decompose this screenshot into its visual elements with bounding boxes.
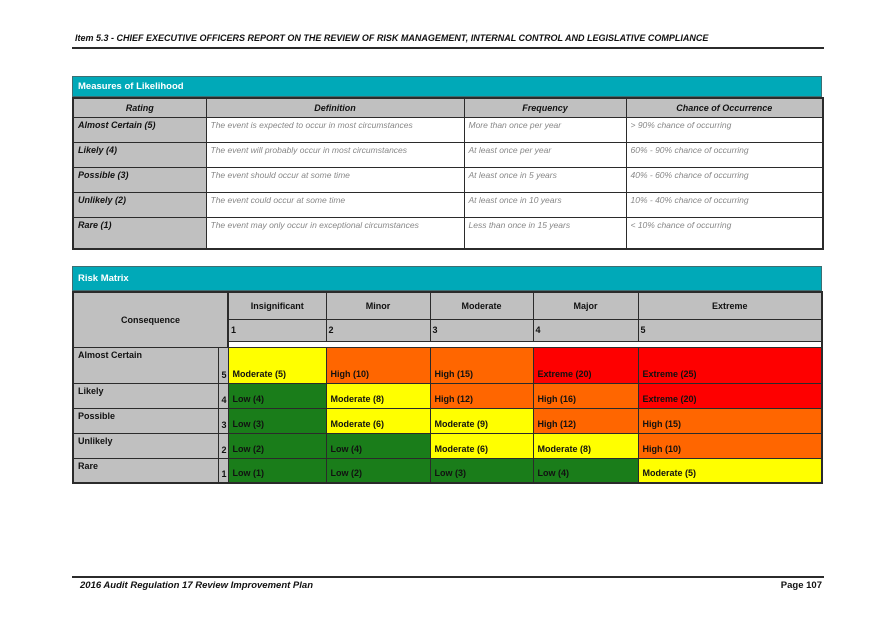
frequency-cell: Less than once in 15 years: [463, 216, 627, 250]
likelihood-header-row: Rating Definition Frequency Chance of Oc…: [72, 97, 824, 118]
matrix-col-header: Extreme: [637, 291, 823, 320]
rating-cell: Almost Certain (5): [72, 116, 207, 143]
chance-cell: > 90% chance of occurring: [625, 116, 824, 143]
chance-cell: 40% - 60% chance of occurring: [625, 166, 824, 193]
matrix-row-label: Almost Certain: [72, 346, 219, 384]
matrix-col-header: Minor: [325, 291, 431, 320]
col-header-definition: Definition: [205, 97, 465, 118]
matrix-cell: High (16): [532, 382, 639, 409]
col-header-frequency: Frequency: [463, 97, 627, 118]
matrix-cell: High (12): [532, 407, 639, 434]
likelihood-row: Likely (4) The event will probably occur…: [72, 141, 824, 168]
frequency-cell: More than once per year: [463, 116, 627, 143]
matrix-row-label: Unlikely: [72, 432, 219, 459]
matrix-cell: High (10): [637, 432, 823, 459]
matrix-col-number: 1: [227, 318, 327, 342]
page-title: Item 5.3 - CHIEF EXECUTIVE OFFICERS REPO…: [75, 33, 709, 43]
matrix-cell: Moderate (9): [429, 407, 534, 434]
matrix-cell: Low (2): [227, 432, 327, 459]
rating-cell: Unlikely (2): [72, 191, 207, 218]
frequency-cell: At least once in 10 years: [463, 191, 627, 218]
matrix-cell: Low (4): [325, 432, 431, 459]
definition-cell: The event could occur at some time: [205, 191, 465, 218]
matrix-cell: High (10): [325, 346, 431, 384]
likelihood-table-section: Measures of Likelihood Rating Definition…: [72, 76, 824, 250]
consequence-header: Consequence: [72, 291, 230, 348]
matrix-cell: High (15): [429, 346, 534, 384]
matrix-col-header: Major: [532, 291, 639, 320]
matrix-cell: Extreme (20): [637, 382, 823, 409]
footer-rule: [72, 576, 824, 578]
col-header-chance: Chance of Occurrence: [625, 97, 824, 118]
matrix-col-number: 2: [325, 318, 431, 342]
footer-page-number: Page 107: [780, 580, 822, 591]
likelihood-row: Unlikely (2) The event could occur at so…: [72, 191, 824, 218]
likelihood-row: Rare (1) The event may only occur in exc…: [72, 216, 824, 250]
matrix-cell: Low (2): [325, 457, 431, 484]
risk-matrix-table: Consequence Insignificant Minor Moderate…: [72, 291, 824, 484]
risk-matrix-title: Risk Matrix: [72, 266, 822, 291]
matrix-col-number: 3: [429, 318, 534, 342]
footer-document-title: 2016 Audit Regulation 17 Review Improvem…: [80, 580, 313, 591]
matrix-cell: Moderate (8): [325, 382, 431, 409]
definition-cell: The event is expected to occur in most c…: [205, 116, 465, 143]
matrix-cell: Low (1): [227, 457, 327, 484]
matrix-row: Almost Certain 5 Moderate (5) High (10) …: [72, 346, 823, 384]
matrix-cell: Low (3): [227, 407, 327, 434]
matrix-row-number: 1: [217, 457, 229, 484]
matrix-row-number: 4: [217, 382, 229, 409]
matrix-cell: Moderate (8): [532, 432, 639, 459]
likelihood-row: Almost Certain (5) The event is expected…: [72, 116, 824, 143]
matrix-cell: Moderate (6): [325, 407, 431, 434]
matrix-row: Likely 4 Low (4) Moderate (8) High (12) …: [72, 382, 823, 409]
chance-cell: < 10% chance of occurring: [625, 216, 824, 250]
definition-cell: The event will probably occur in most ci…: [205, 141, 465, 168]
matrix-cell: Extreme (25): [637, 346, 823, 384]
matrix-row: Unlikely 2 Low (2) Low (4) Moderate (6) …: [72, 432, 823, 459]
matrix-cell: Moderate (5): [637, 457, 823, 484]
matrix-row-number: 3: [217, 407, 229, 434]
matrix-row-label: Possible: [72, 407, 219, 434]
matrix-row-number: 2: [217, 432, 229, 459]
col-header-rating: Rating: [72, 97, 207, 118]
rating-cell: Possible (3): [72, 166, 207, 193]
matrix-cell: Moderate (5): [227, 346, 327, 384]
chance-cell: 60% - 90% chance of occurring: [625, 141, 824, 168]
frequency-cell: At least once in 5 years: [463, 166, 627, 193]
likelihood-table: Rating Definition Frequency Chance of Oc…: [72, 97, 824, 250]
risk-matrix-section: Risk Matrix Consequence Insignificant Mi…: [72, 266, 824, 484]
frequency-cell: At least once per year: [463, 141, 627, 168]
matrix-col-header: Moderate: [429, 291, 534, 320]
matrix-col-header: Insignificant: [227, 291, 327, 320]
matrix-row-label: Likely: [72, 382, 219, 409]
matrix-col-number: 5: [637, 318, 823, 342]
matrix-cell: Low (4): [532, 457, 639, 484]
matrix-row-label: Rare: [72, 457, 219, 484]
matrix-row: Possible 3 Low (3) Moderate (6) Moderate…: [72, 407, 823, 434]
matrix-cell: Low (3): [429, 457, 534, 484]
chance-cell: 10% - 40% chance of occurring: [625, 191, 824, 218]
likelihood-table-title: Measures of Likelihood: [72, 76, 822, 97]
definition-cell: The event may only occur in exceptional …: [205, 216, 465, 250]
header-rule: [72, 47, 824, 49]
rating-cell: Likely (4): [72, 141, 207, 168]
matrix-header-row: Consequence Insignificant Minor Moderate…: [72, 291, 823, 348]
matrix-row: Rare 1 Low (1) Low (2) Low (3) Low (4) M…: [72, 457, 823, 484]
matrix-cell: High (12): [429, 382, 534, 409]
matrix-col-number: 4: [532, 318, 639, 342]
matrix-row-number: 5: [217, 346, 229, 384]
matrix-cell: Moderate (6): [429, 432, 534, 459]
definition-cell: The event should occur at some time: [205, 166, 465, 193]
matrix-cell: Extreme (20): [532, 346, 639, 384]
likelihood-row: Possible (3) The event should occur at s…: [72, 166, 824, 193]
matrix-cell: High (15): [637, 407, 823, 434]
rating-cell: Rare (1): [72, 216, 207, 250]
matrix-cell: Low (4): [227, 382, 327, 409]
